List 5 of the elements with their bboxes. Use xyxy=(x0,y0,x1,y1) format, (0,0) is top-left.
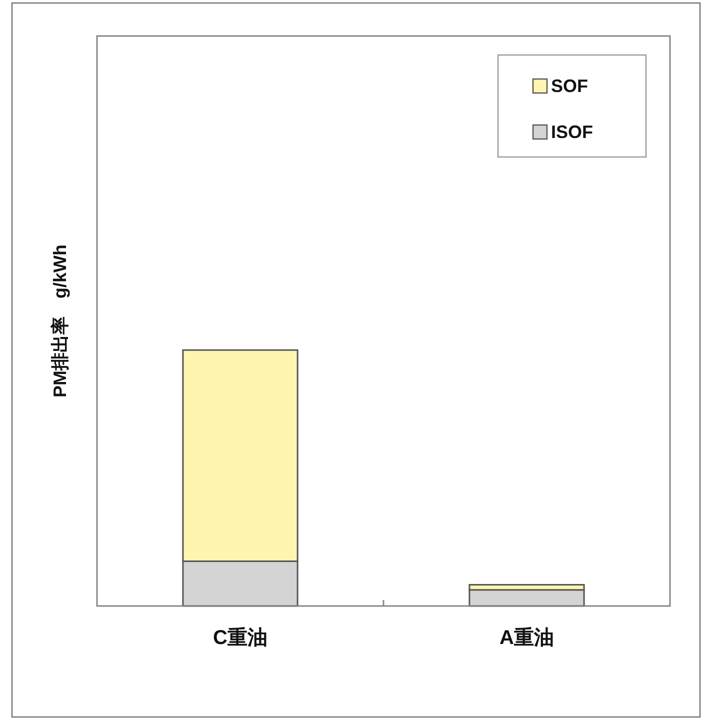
legend-label: ISOF xyxy=(551,122,594,142)
x-tick-label: C重油 xyxy=(213,626,268,649)
y-axis-title: PM排出率 g/kWh xyxy=(50,244,70,398)
x-tick-label: A重油 xyxy=(500,626,554,649)
legend-label: SOF xyxy=(551,76,588,96)
